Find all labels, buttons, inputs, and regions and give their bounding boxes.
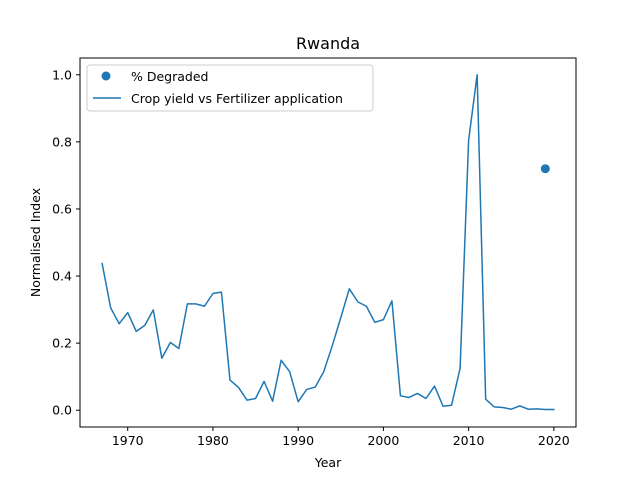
legend: % Degraded Crop yield vs Fertilizer appl… xyxy=(86,64,374,112)
axes-frame xyxy=(79,57,577,428)
y-tick-label: 0.6 xyxy=(52,201,72,216)
y-tick-label: 0.2 xyxy=(52,336,72,351)
y-tick-label: 0.0 xyxy=(52,403,72,418)
x-tick-label: 2000 xyxy=(367,433,399,448)
legend-label-crop-yield: Crop yield vs Fertilizer application xyxy=(131,91,343,106)
degraded-point xyxy=(540,164,550,174)
legend-marker-degraded xyxy=(101,71,111,81)
crop-yield-line xyxy=(101,74,555,411)
x-tick-label: 1990 xyxy=(282,433,314,448)
legend-label-degraded: % Degraded xyxy=(131,69,208,84)
y-tick-label: 0.4 xyxy=(52,269,72,284)
y-tick-label: 1.0 xyxy=(52,67,72,82)
x-tick-label: 1980 xyxy=(197,433,229,448)
y-tick-label: 0.8 xyxy=(52,134,72,149)
y-axis-label: Normalised Index xyxy=(28,188,43,297)
x-axis-label: Year xyxy=(314,455,342,470)
x-tick-label: 2020 xyxy=(538,433,570,448)
x-axis: 1970 1980 1990 2000 2010 2020 xyxy=(112,427,570,448)
plot-area xyxy=(79,57,577,428)
x-tick-label: 2010 xyxy=(453,433,485,448)
x-tick-label: 1970 xyxy=(112,433,144,448)
series-layer xyxy=(101,74,555,411)
legend-box xyxy=(86,64,374,112)
y-axis: 0.0 0.2 0.4 0.6 0.8 1.0 xyxy=(52,67,80,418)
chart-title: Rwanda xyxy=(296,34,360,53)
